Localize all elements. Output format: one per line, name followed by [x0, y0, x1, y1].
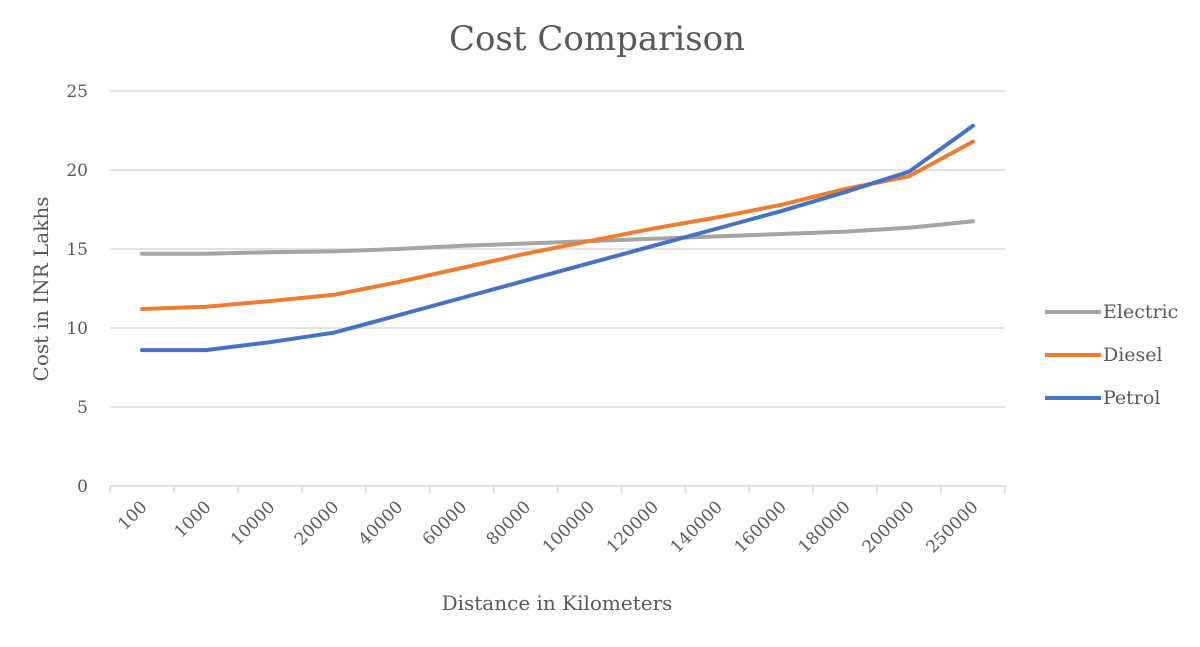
series-line-electric	[140, 219, 975, 256]
y-tick-label: 25	[66, 82, 88, 102]
x-tick-label: 10000	[227, 497, 279, 549]
legend-label-electric: Electric	[1103, 301, 1178, 323]
chart-title: Cost Comparison	[449, 19, 745, 59]
x-tick-label: 20000	[291, 497, 343, 549]
x-tick-label: 160000	[731, 497, 791, 557]
series-line-petrol	[140, 123, 975, 353]
x-axis-ticks: 100 1000 10000 20000 40000 60000 80000 100000 12…	[109, 486, 1006, 557]
y-tick-label: 15	[66, 240, 88, 260]
x-tick-label: 1000	[171, 497, 216, 542]
series-line-diesel	[140, 139, 975, 311]
x-tick-label: 60000	[419, 497, 471, 549]
x-tick-label: 140000	[667, 497, 727, 557]
y-tick-label: 0	[77, 477, 88, 497]
gridlines	[110, 90, 1005, 487]
legend-label-petrol: Petrol	[1103, 387, 1160, 409]
y-tick-label: 10	[66, 319, 88, 339]
x-tick-label: 40000	[355, 497, 407, 549]
x-tick-label: 120000	[603, 497, 663, 557]
y-axis-ticks: 0 5 10 15 20 25	[66, 82, 88, 497]
y-axis-title: Cost in INR Lakhs	[29, 197, 53, 382]
x-tick-label: 80000	[483, 497, 535, 549]
x-tick-label: 250000	[923, 497, 983, 557]
x-tick-label: 200000	[859, 497, 919, 557]
x-tick-label: 180000	[795, 497, 855, 557]
x-axis-title: Distance in Kilometers	[442, 591, 673, 615]
x-tick-label: 100000	[539, 497, 599, 557]
y-tick-label: 20	[66, 161, 88, 181]
legend-label-diesel: Diesel	[1103, 344, 1163, 366]
series-lines	[140, 123, 975, 353]
legend: Electric Diesel Petrol	[1045, 301, 1178, 409]
y-tick-label: 5	[77, 398, 88, 418]
x-tick-label: 100	[114, 497, 151, 534]
